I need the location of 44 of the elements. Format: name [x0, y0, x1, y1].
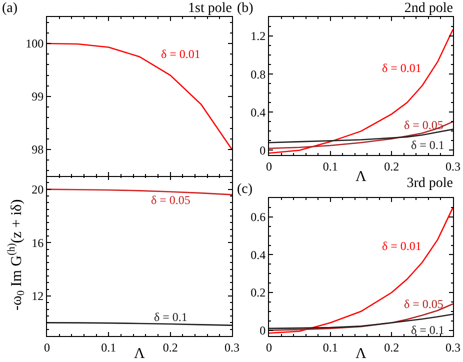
- line-series: [269, 28, 453, 154]
- y-tick-label: 0: [260, 143, 266, 158]
- y-tick-label: 20: [32, 182, 44, 197]
- line-series: [269, 121, 453, 149]
- y-tick-label: 0.2: [250, 286, 266, 300]
- series-label: δ = 0.01: [382, 61, 422, 75]
- chart-title: 2nd pole: [404, 0, 453, 16]
- y-tick-label: 1.2: [250, 29, 266, 44]
- line-series: [269, 206, 453, 334]
- y-tick-label: 16: [32, 236, 44, 250]
- y-tick-label: 0.8: [250, 67, 266, 82]
- x-tick-label: 0.2: [384, 159, 400, 174]
- x-axis-title: Λ: [356, 169, 367, 185]
- series-label: δ = 0.01: [382, 239, 422, 253]
- series-label: δ = 0.05: [151, 193, 190, 207]
- x-tick-label: 0.3: [446, 159, 460, 174]
- x-tick-label: 0.3: [224, 340, 240, 354]
- text: (c): [237, 182, 253, 197]
- x-tick-label: 0.1: [322, 340, 338, 354]
- x-axis-title: Λ: [356, 346, 367, 362]
- chart-title: 3rd pole: [406, 176, 453, 191]
- chart-title: 1st pole: [188, 0, 232, 16]
- y-tick-label: 0: [260, 324, 266, 338]
- series-label: δ = 0.01: [161, 47, 200, 61]
- series-label: δ = 0.05: [404, 297, 444, 311]
- y-tick-label: 98: [32, 142, 44, 157]
- x-tick-label: 0.1: [101, 340, 116, 354]
- x-tick-label: 0.3: [446, 340, 460, 354]
- y-tick-label: 0.6: [250, 210, 266, 224]
- x-tick-label: 0.2: [162, 340, 178, 354]
- series-label: δ = 0.1: [411, 323, 444, 337]
- y-tick-label: 0.4: [250, 248, 266, 262]
- text: (a): [2, 1, 18, 16]
- y-tick-label: 0.4: [250, 105, 266, 120]
- series-label: δ = 0.1: [411, 138, 444, 152]
- x-tick-label: 0.1: [322, 159, 338, 174]
- x-axis-title: Λ: [134, 346, 146, 362]
- y-tick-label: 99: [32, 90, 44, 104]
- y-tick-label: 12: [32, 289, 44, 304]
- series-label: δ = 0.05: [404, 118, 444, 132]
- y-tick-label: 100: [26, 36, 44, 51]
- x-tick-label: 0.2: [384, 340, 400, 354]
- series-label: δ = 0.1: [154, 310, 188, 324]
- text: (b): [237, 1, 254, 16]
